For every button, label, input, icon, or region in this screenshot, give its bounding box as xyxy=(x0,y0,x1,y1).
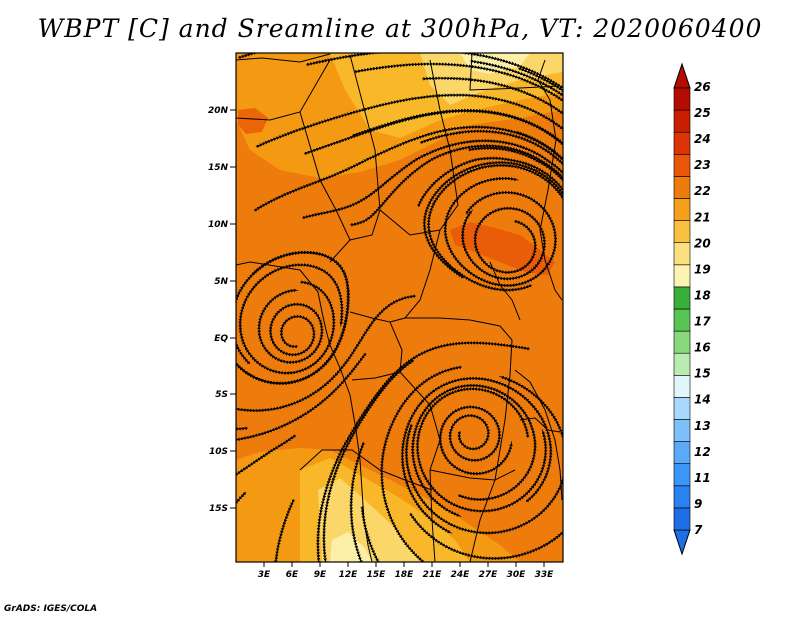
colorbar-label: 20 xyxy=(694,236,711,250)
streamline xyxy=(426,163,563,292)
colorbar-swatch xyxy=(673,463,691,487)
colorbar-label: 22 xyxy=(694,184,711,198)
streamline xyxy=(236,426,249,431)
lon-label: 24E xyxy=(451,570,471,580)
colorbar-label: 15 xyxy=(694,367,711,381)
lat-label: 5S xyxy=(215,390,228,400)
lon-label: 12E xyxy=(339,570,359,580)
colorbar-label: 12 xyxy=(694,445,711,459)
lon-label: 15E xyxy=(367,570,387,580)
streamline xyxy=(349,441,366,562)
colorbar-label: 24 xyxy=(694,132,711,146)
streamline xyxy=(274,498,296,562)
latitude-ticks: 20N 15N 10N 5N EQ 5S 10S 15S xyxy=(208,106,236,514)
colorbar-label: 23 xyxy=(694,158,711,172)
streamline xyxy=(517,66,563,94)
colorbar-upper-arrow xyxy=(673,62,691,89)
colorbar-label: 25 xyxy=(694,106,711,120)
streamline xyxy=(316,341,531,562)
streamline xyxy=(236,434,297,478)
lat-label: 15N xyxy=(208,163,229,173)
coastlines-and-borders xyxy=(236,53,563,562)
colorbar-swatch xyxy=(673,397,691,420)
map-frame xyxy=(235,52,564,563)
lon-label: 21E xyxy=(423,570,443,580)
colorbar-lower-arrow xyxy=(673,529,691,556)
streamlines xyxy=(236,53,563,562)
lon-label: 3E xyxy=(258,570,271,580)
colorbar-swatch xyxy=(673,352,691,376)
colorbar-label: 18 xyxy=(694,288,711,302)
colorbar-label: 17 xyxy=(694,315,711,329)
colorbar-label: 13 xyxy=(694,419,711,433)
plot-title: WBPT [C] and Sreamline at 300hPa, VT: 20… xyxy=(37,14,763,43)
lat-label: 10S xyxy=(209,447,228,457)
colorbar-label: 19 xyxy=(694,262,711,276)
colorbar-label: 16 xyxy=(694,341,711,355)
colorbar-swatch xyxy=(673,330,691,354)
colorbar-label: 7 xyxy=(694,523,703,537)
colorbar-label: 9 xyxy=(694,497,702,511)
colorbar-swatch xyxy=(673,485,691,509)
longitude-ticks: 3E 6E 9E 12E 15E 18E 21E 24E 27E 30E 33E xyxy=(258,562,554,580)
lon-label: 6E xyxy=(286,570,299,580)
lat-label: 10N xyxy=(208,220,229,230)
streamline xyxy=(409,512,563,561)
lon-label: 18E xyxy=(395,570,415,580)
colorbar-swatch xyxy=(673,154,691,177)
colorbar-swatch xyxy=(673,507,691,531)
lat-label: 5N xyxy=(214,277,228,287)
streamline xyxy=(257,288,324,365)
colorbar-swatch xyxy=(673,419,691,442)
lon-label: 27E xyxy=(479,570,499,580)
colorbar: 7 9 11 12 13 14 15 16 17 18 19 20 21 22 23 24 25 26 xyxy=(673,62,711,556)
lat-label: 20N xyxy=(208,106,229,116)
colorbar-swatch xyxy=(673,374,691,398)
colorbar-swatch xyxy=(673,308,691,332)
colorbar-swatch xyxy=(673,109,691,133)
map-area xyxy=(236,53,563,562)
streamline xyxy=(360,505,380,562)
colorbar-swatch xyxy=(673,131,691,155)
streamline xyxy=(400,376,553,534)
grads-credit: GrADS: IGES/COLA xyxy=(4,604,98,614)
colorbar-label: 26 xyxy=(694,80,711,94)
colorbar-swatch xyxy=(673,441,691,465)
colorbar-swatch xyxy=(673,220,691,244)
colorbar-swatch xyxy=(673,198,691,221)
colorbar-swatch xyxy=(673,176,691,199)
lon-label: 9E xyxy=(314,570,327,580)
colorbar-swatch xyxy=(673,286,691,310)
colorbar-label: 21 xyxy=(694,210,711,224)
lat-label: 15S xyxy=(209,504,228,514)
colorbar-swatch xyxy=(673,264,691,288)
colorbar-label: 14 xyxy=(694,393,711,407)
colorbar-swatch xyxy=(673,242,691,266)
streamline xyxy=(236,491,247,507)
colorbar-label: 11 xyxy=(694,471,711,485)
lon-label: 33E xyxy=(535,570,555,580)
lat-label: EQ xyxy=(214,334,228,344)
colorbar-swatch xyxy=(673,87,691,111)
lon-label: 30E xyxy=(507,570,527,580)
